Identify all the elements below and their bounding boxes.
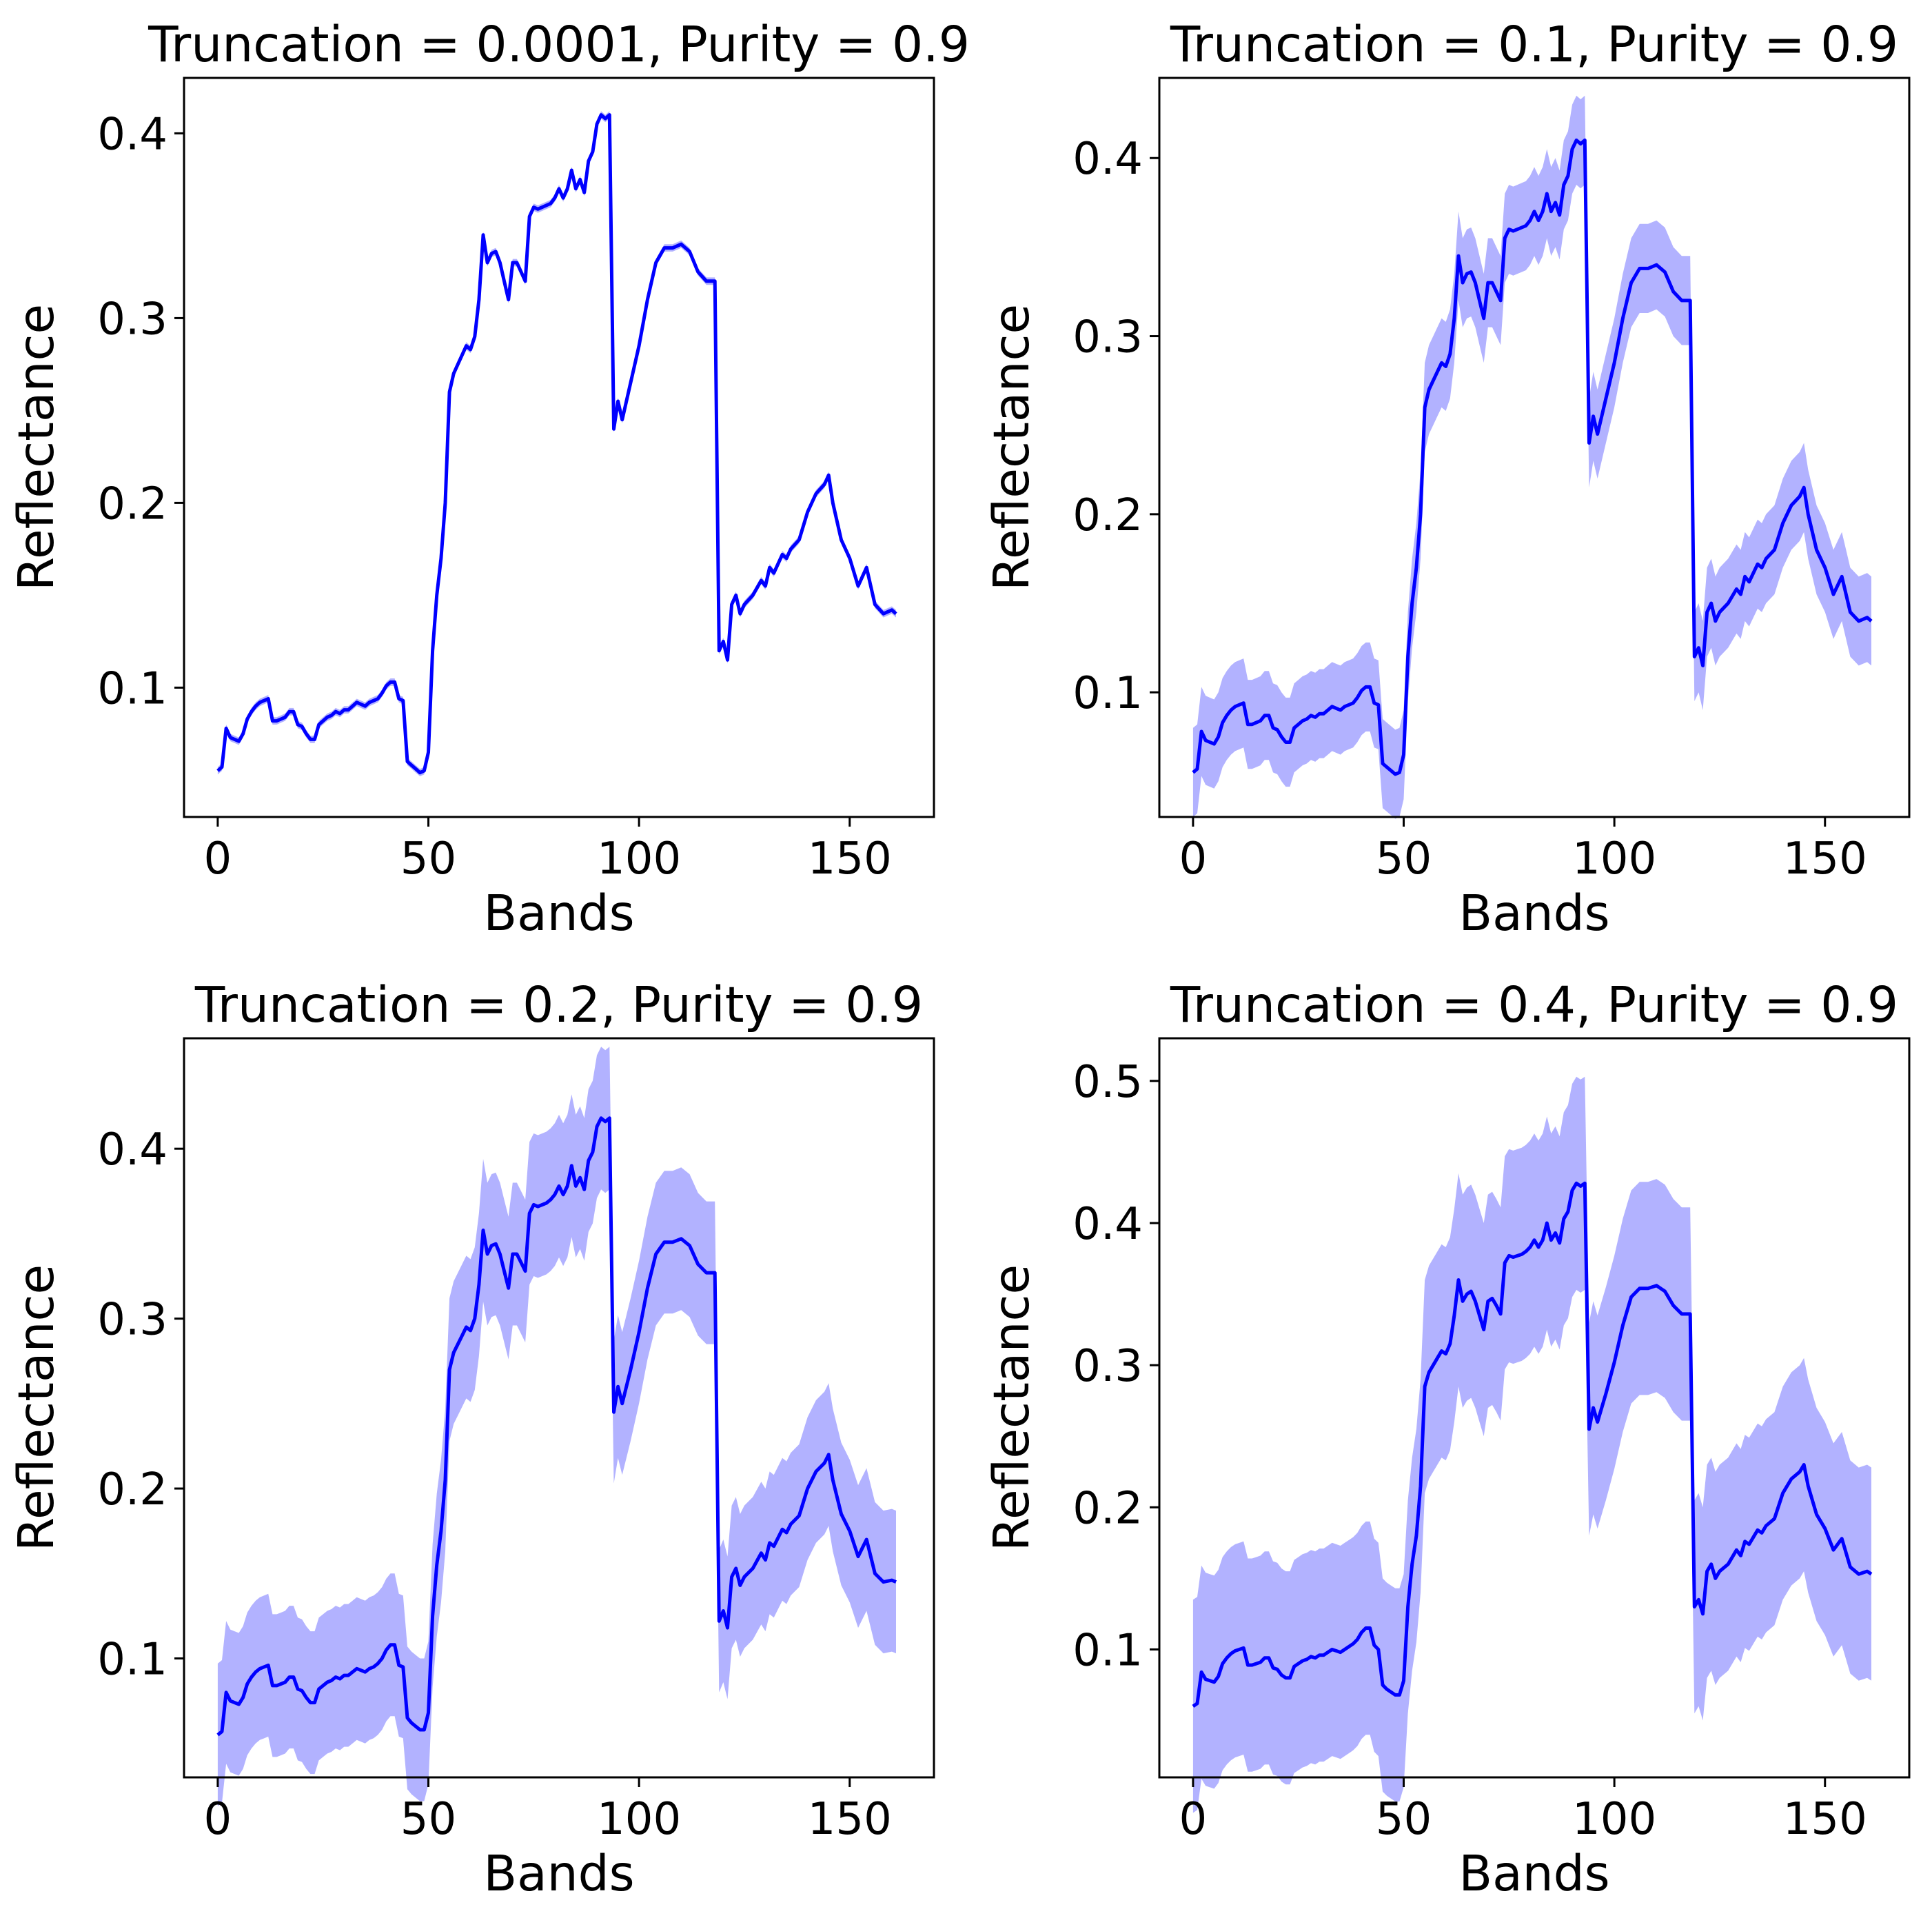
y-tick-label: 0.3 bbox=[1072, 312, 1143, 363]
axes-frame bbox=[1158, 77, 1911, 818]
y-tick-label: 0.1 bbox=[1072, 1625, 1143, 1676]
series-band bbox=[1192, 95, 1871, 819]
subplot-title: Truncation = 0.4, Purity = 0.9 bbox=[1170, 976, 1898, 1033]
y-tick-label: 0.3 bbox=[97, 1295, 167, 1346]
y-axis-label: Reflectance bbox=[983, 1264, 1040, 1551]
subplot-4: 0 50 100 150 0.1 0.2 0.3 0.4 0.5 Truncation = 0.4… bbox=[983, 976, 1911, 1902]
x-tick-label: 150 bbox=[1783, 834, 1867, 885]
y-tick-label: 0.1 bbox=[97, 663, 167, 714]
y-tick-label: 0.2 bbox=[97, 478, 167, 529]
x-tick-label: 150 bbox=[808, 834, 892, 885]
subplot-2: 0 50 100 150 0.1 0.2 0.3 0.4 Truncation = 0.1, P… bbox=[983, 16, 1911, 942]
y-axis-label: Reflectance bbox=[983, 304, 1040, 591]
x-tick-label: 100 bbox=[597, 1794, 681, 1845]
y-tick-label: 0.3 bbox=[97, 294, 167, 345]
x-tick-label: 50 bbox=[400, 1794, 456, 1845]
x-tick-label: 150 bbox=[808, 1794, 892, 1845]
subplot-3: 0 50 100 150 0.1 0.2 0.3 0.4 Truncation = 0.2, P… bbox=[8, 976, 935, 1902]
x-tick-label: 100 bbox=[597, 834, 681, 885]
y-tick-label: 0.4 bbox=[97, 1124, 167, 1175]
x-axis-label: Bands bbox=[1458, 1845, 1609, 1902]
y-axis-label: Reflectance bbox=[8, 304, 65, 591]
y-tick-label: 0.4 bbox=[1072, 1199, 1143, 1250]
x-tick-label: 100 bbox=[1572, 834, 1656, 885]
axes-frame bbox=[1158, 1037, 1911, 1779]
x-axis-label: Bands bbox=[483, 885, 634, 942]
subplot-title: Truncation = 0.2, Purity = 0.9 bbox=[194, 976, 923, 1033]
y-tick-label: 0.5 bbox=[1072, 1057, 1143, 1108]
subplot-title: Truncation = 0.0001, Purity = 0.9 bbox=[148, 16, 970, 73]
y-tick-label: 0.2 bbox=[1072, 490, 1143, 541]
x-tick-label: 50 bbox=[1376, 834, 1432, 885]
series-line bbox=[1192, 138, 1873, 776]
y-tick-label: 0.1 bbox=[1072, 668, 1143, 719]
y-tick-label: 0.4 bbox=[97, 109, 167, 160]
y-tick-label: 0.2 bbox=[97, 1464, 167, 1515]
x-tick-label: 150 bbox=[1783, 1794, 1867, 1845]
y-tick-label: 0.3 bbox=[1072, 1341, 1143, 1392]
y-tick-label: 0.1 bbox=[97, 1634, 167, 1685]
series-band bbox=[1192, 1076, 1871, 1813]
x-tick-label: 50 bbox=[400, 834, 456, 885]
series-line bbox=[216, 1116, 897, 1737]
x-tick-label: 100 bbox=[1572, 1794, 1656, 1845]
subplot-1: 0 50 100 150 0.1 0.2 0.3 0.4 Truncation = 0.0001… bbox=[8, 16, 970, 942]
y-tick-label: 0.4 bbox=[1072, 134, 1143, 185]
series-line bbox=[216, 113, 897, 775]
series-band bbox=[217, 1047, 896, 1806]
y-tick-label: 0.2 bbox=[1072, 1483, 1143, 1534]
y-axis-label: Reflectance bbox=[8, 1264, 65, 1551]
x-tick-label: 0 bbox=[1179, 1794, 1208, 1845]
x-tick-label: 0 bbox=[1179, 834, 1208, 885]
x-tick-label: 0 bbox=[204, 1794, 232, 1845]
axes-frame bbox=[183, 77, 935, 818]
series-line bbox=[1192, 1181, 1873, 1708]
axes-frame bbox=[183, 1037, 935, 1779]
x-tick-label: 50 bbox=[1376, 1794, 1432, 1845]
subplot-grid: 0 50 100 150 0.1 0.2 0.3 0.4 Truncation = 0.0001… bbox=[8, 16, 1911, 1902]
x-axis-label: Bands bbox=[1458, 885, 1609, 942]
x-axis-label: Bands bbox=[483, 1845, 634, 1902]
x-tick-label: 0 bbox=[204, 834, 232, 885]
subplot-title: Truncation = 0.1, Purity = 0.9 bbox=[1170, 16, 1898, 73]
